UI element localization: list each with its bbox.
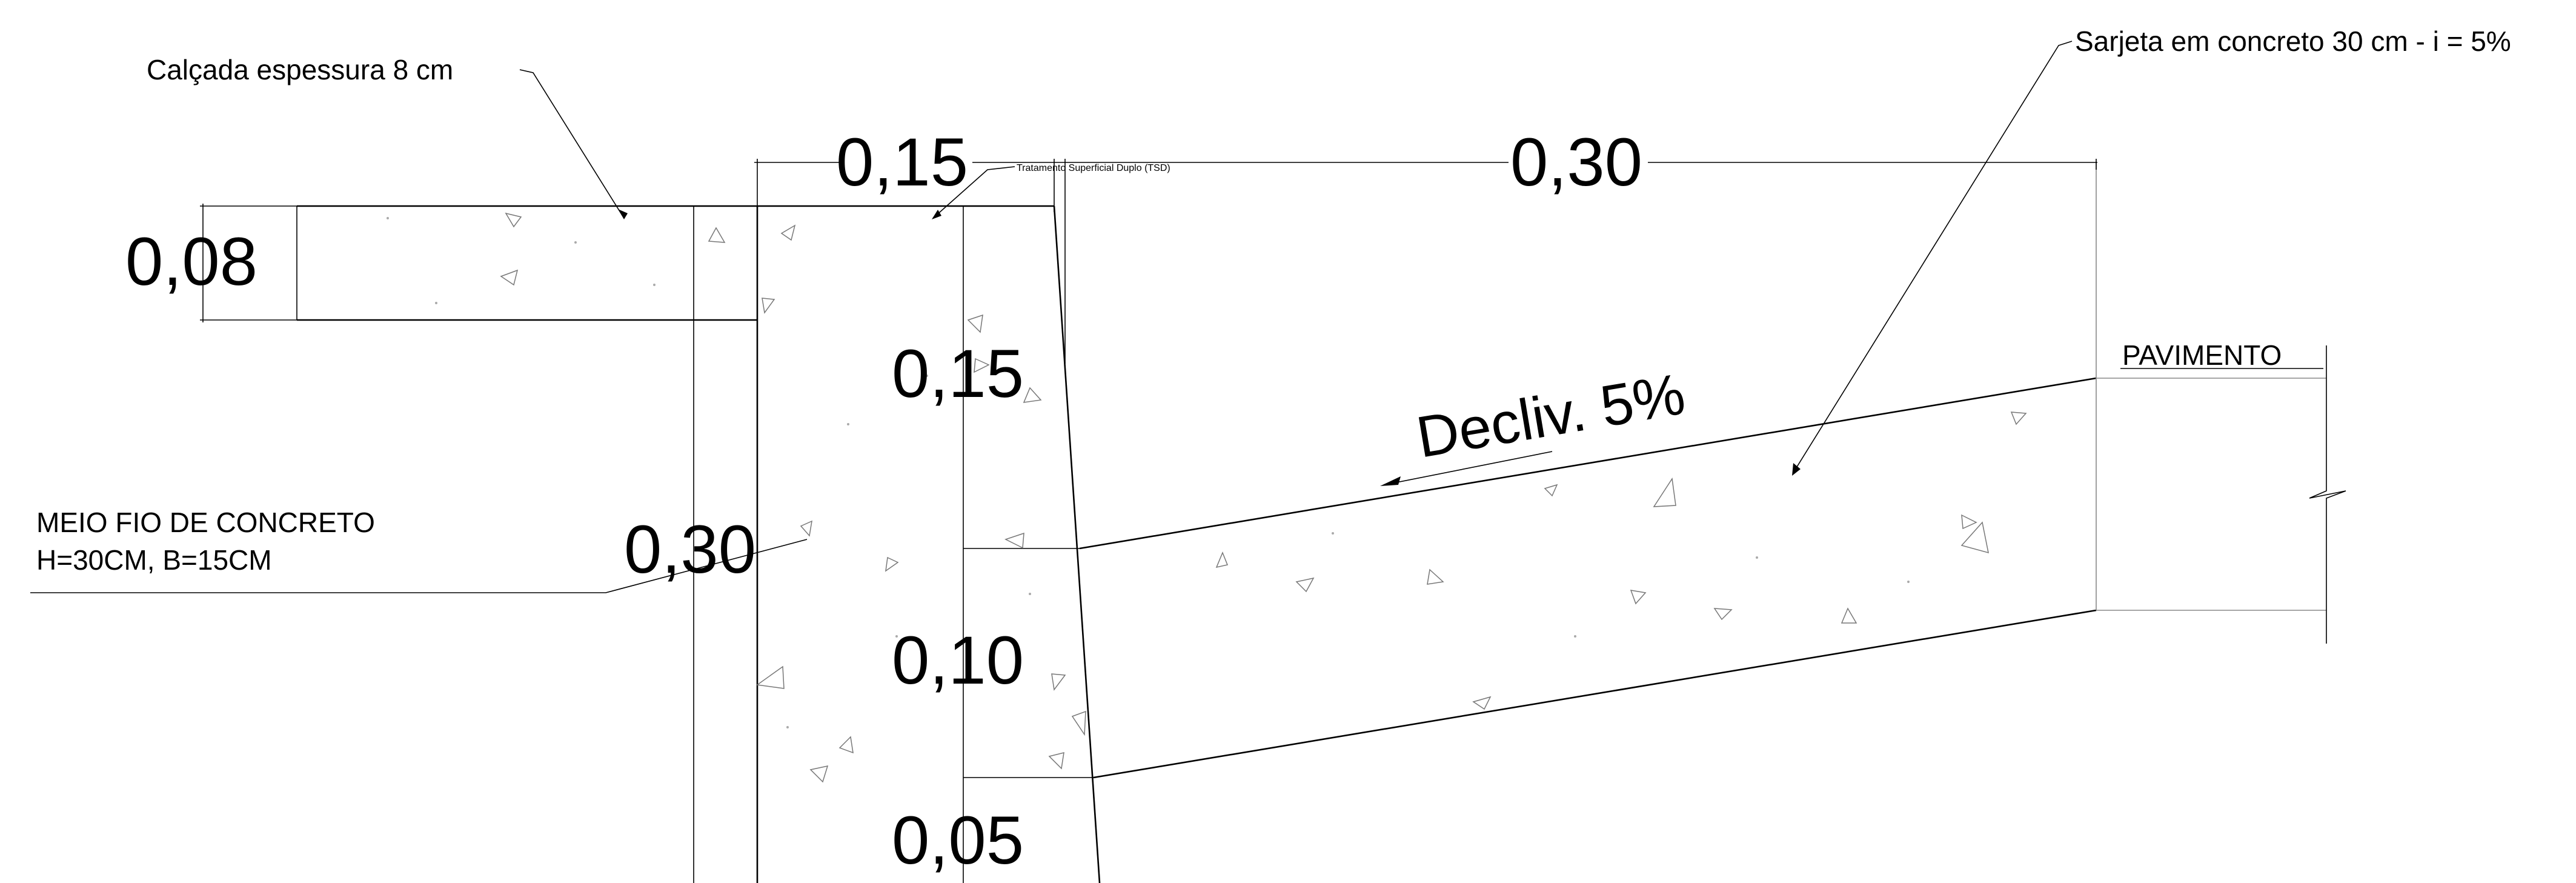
gutter-body [1079,162,2097,779]
dimension-curb-height: 0,30 [624,511,756,587]
pavement-label: PAVIMENTO [2122,339,2282,371]
sidewalk-thickness-dimension [200,204,303,322]
concrete-hatch [387,212,2027,819]
curb-label-line2: H=30CM, B=15CM [36,544,272,576]
tsd-label: Tratamento Superficial Duplo (TSD) [1017,163,1170,173]
gutter-label: Sarjeta em concreto 30 cm - i = 5% [2075,25,2511,57]
dimension-curb-bottom: 0,05 [892,802,1024,878]
sidewalk-label: Calçada espessura 8 cm [147,54,453,85]
dimension-curb-upper: 0,15 [892,336,1024,412]
curb-label-line1: MEIO FIO DE CONCRETO [36,507,375,538]
top-dimension-line [754,159,2097,364]
slope-arrow [1380,451,1553,486]
pavement-edge [2096,345,2346,644]
dimension-curb-width: 0,15 [836,124,968,200]
sidewalk-slab [296,205,1054,883]
dimension-sidewalk-thickness: 0,08 [125,224,257,299]
leader-lines [30,41,2323,593]
dimension-curb-mid: 0,10 [892,622,1024,698]
curb-body [756,205,1101,883]
dimension-gutter-width: 0,30 [1510,124,1642,200]
